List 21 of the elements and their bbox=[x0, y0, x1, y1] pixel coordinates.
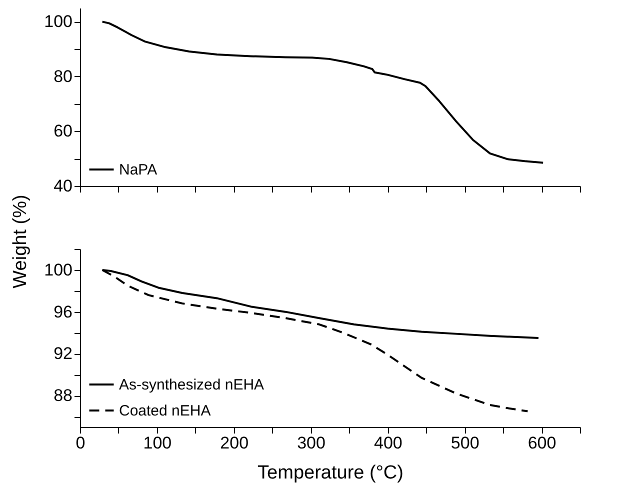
y-axis-title: Weight (%) bbox=[10, 194, 32, 288]
y-tick-label: 96 bbox=[54, 302, 72, 322]
y-tick-label: 60 bbox=[54, 122, 72, 141]
x-tick-label: 300 bbox=[297, 434, 326, 452]
y-tick-label: 80 bbox=[54, 66, 72, 86]
y-tick-label: 92 bbox=[54, 344, 72, 364]
x-tick-label: 600 bbox=[528, 434, 556, 452]
x-tick-label: 100 bbox=[143, 434, 172, 452]
y-tick-label: 100 bbox=[44, 260, 72, 280]
x-tick-label: 500 bbox=[450, 434, 480, 452]
x-tick-label: 400 bbox=[374, 434, 402, 452]
x-tick-label: 200 bbox=[220, 434, 249, 452]
x-tick-label: 0 bbox=[76, 434, 86, 452]
legend-label: NaPA bbox=[119, 162, 158, 178]
y-tick-label: 88 bbox=[54, 386, 72, 406]
legend-label: As-synthesized nEHA bbox=[119, 376, 264, 394]
y-tick-label: 40 bbox=[54, 176, 72, 196]
line-series bbox=[101, 20, 544, 164]
y-tick-label: 100 bbox=[44, 12, 72, 32]
legend-label: Coated nEHA bbox=[119, 402, 211, 420]
x-axis-title: Temperature (°C) bbox=[258, 462, 404, 484]
